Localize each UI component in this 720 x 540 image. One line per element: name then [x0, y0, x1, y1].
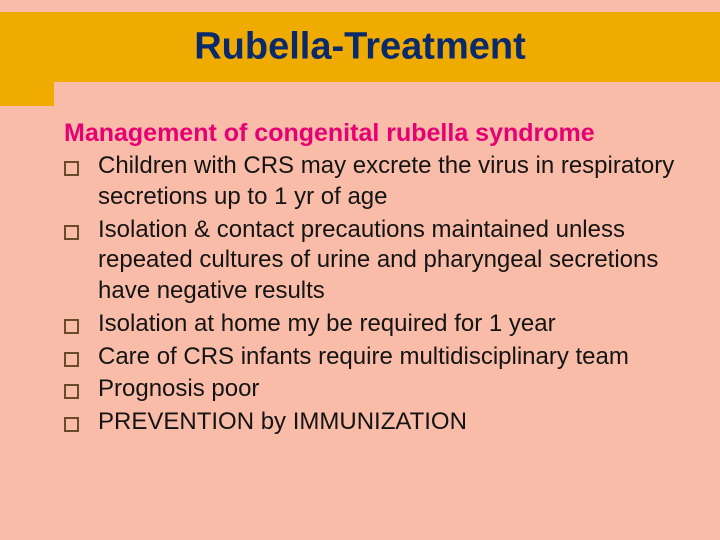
list-item: Prognosis poor: [64, 374, 692, 405]
bullet-list: Children with CRS may excrete the virus …: [64, 151, 692, 437]
list-item: Isolation & contact precautions maintain…: [64, 215, 692, 307]
accent-block: [0, 82, 54, 106]
content-area: Management of congenital rubella syndrom…: [64, 118, 692, 440]
section-heading: Management of congenital rubella syndrom…: [64, 118, 692, 149]
slide-title: Rubella-Treatment: [194, 26, 526, 69]
list-item: PREVENTION by IMMUNIZATION: [64, 407, 692, 438]
list-item: Care of CRS infants require multidiscipl…: [64, 342, 692, 373]
title-band: Rubella-Treatment: [0, 12, 720, 82]
list-item: Children with CRS may excrete the virus …: [64, 151, 692, 212]
list-item: Isolation at home my be required for 1 y…: [64, 309, 692, 340]
